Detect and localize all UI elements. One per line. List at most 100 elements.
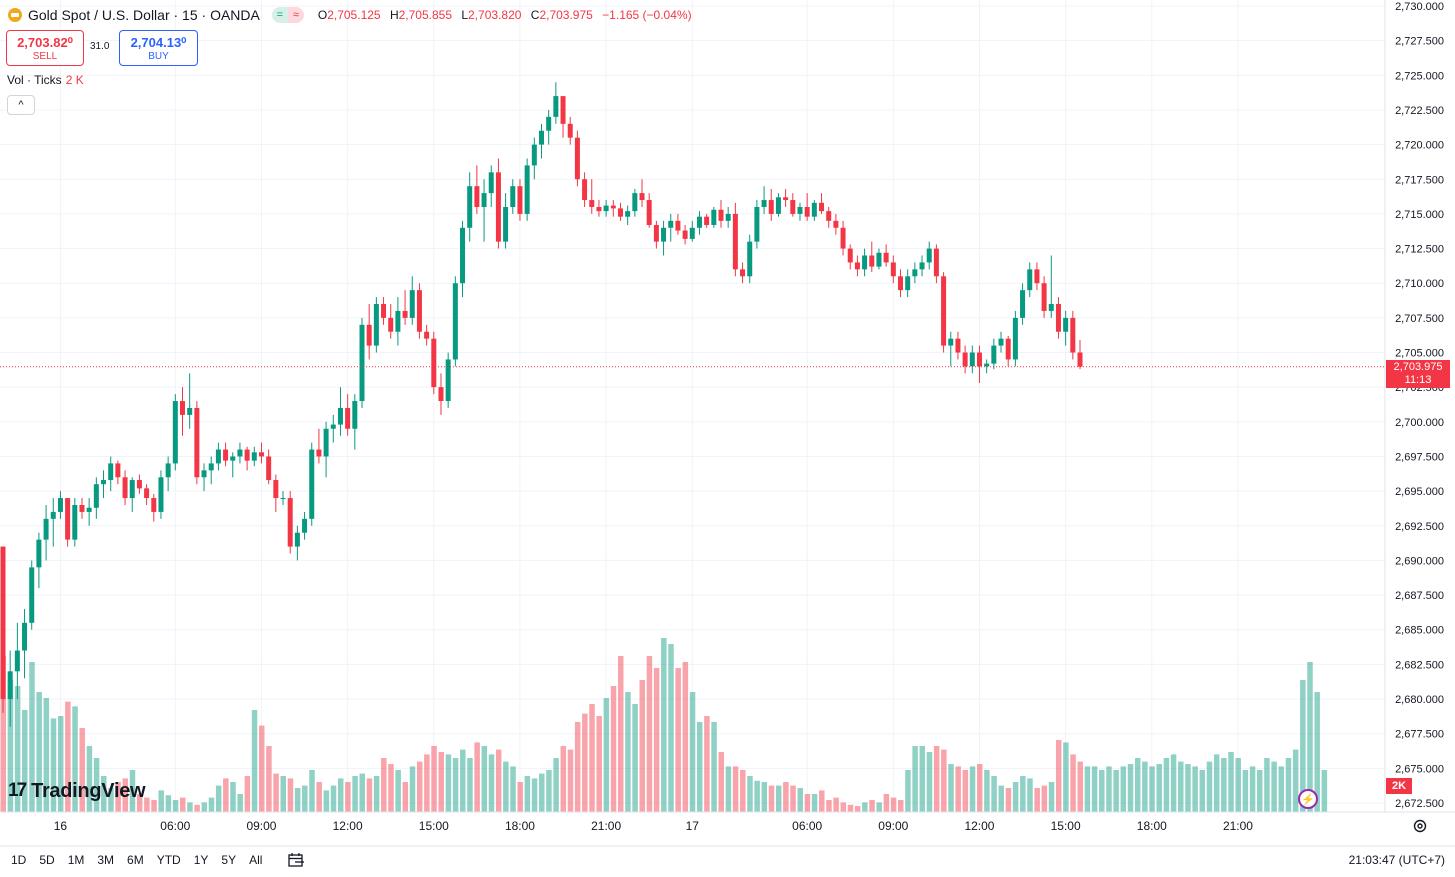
candle-body[interactable] [122, 477, 128, 499]
candle-body[interactable] [366, 324, 372, 346]
candle-body[interactable] [574, 137, 580, 180]
compare-icon[interactable]: = [271, 7, 288, 23]
candle-body[interactable] [725, 213, 731, 221]
candle-body[interactable] [775, 197, 781, 214]
clock-timezone[interactable]: 21:03:47 (UTC+7) [1348, 853, 1445, 867]
candle-body[interactable] [323, 428, 329, 457]
candle-body[interactable] [948, 338, 954, 346]
candle-body[interactable] [294, 532, 300, 547]
candle-body[interactable] [1041, 283, 1047, 311]
candle-body[interactable] [675, 220, 681, 231]
candle-body[interactable] [847, 248, 853, 263]
candle-body[interactable] [330, 424, 336, 429]
candle-body[interactable] [962, 352, 968, 367]
candle-body[interactable] [230, 456, 236, 461]
candle-body[interactable] [1077, 352, 1083, 367]
candle-body[interactable] [244, 449, 250, 461]
candle-body[interactable] [237, 449, 243, 457]
candle-body[interactable] [158, 477, 164, 512]
candle-body[interactable] [431, 338, 437, 388]
candle-body[interactable] [811, 202, 817, 217]
candle-body[interactable] [797, 206, 803, 214]
candle-body[interactable] [29, 567, 35, 623]
candle-body[interactable] [359, 324, 365, 402]
candle-body[interactable] [639, 193, 645, 201]
candle-body[interactable] [1063, 317, 1069, 332]
candle-body[interactable] [345, 407, 351, 429]
candle-body[interactable] [180, 401, 185, 415]
candle-body[interactable] [1055, 304, 1061, 332]
candle-body[interactable] [194, 407, 200, 478]
candle-body[interactable] [883, 252, 889, 263]
candle-body[interactable] [610, 205, 616, 209]
candle-body[interactable] [625, 211, 631, 217]
candle-body[interactable] [101, 480, 107, 485]
candle-body[interactable] [517, 186, 523, 214]
candle-body[interactable] [495, 172, 501, 242]
candle-body[interactable] [474, 186, 480, 207]
candle-body[interactable] [0, 546, 6, 700]
settings-gear-icon[interactable] [1412, 818, 1428, 834]
candle-body[interactable] [50, 511, 56, 519]
candle-body[interactable] [424, 331, 430, 339]
candle-body[interactable] [302, 518, 308, 533]
candle-body[interactable] [510, 186, 516, 207]
timeframe-1y[interactable]: 1Y [193, 853, 209, 867]
candle-body[interactable] [840, 227, 846, 249]
candle-body[interactable] [452, 283, 458, 360]
candle-body[interactable] [165, 463, 171, 478]
candle-body[interactable] [438, 387, 444, 402]
candle-body[interactable] [381, 304, 387, 318]
candle-body[interactable] [984, 363, 990, 367]
candle-body[interactable] [108, 463, 114, 481]
timeframe-all[interactable]: All [249, 853, 263, 867]
candle-body[interactable] [1027, 269, 1033, 291]
tradingview-logo[interactable]: 17 TradingView [8, 779, 146, 803]
candle-body[interactable] [309, 449, 315, 519]
candle-body[interactable] [467, 186, 473, 228]
candle-body[interactable] [689, 227, 695, 239]
candle-body[interactable] [14, 650, 20, 672]
candle-body[interactable] [582, 179, 588, 201]
candle-body[interactable] [488, 172, 494, 194]
calendar-range-icon[interactable] [287, 851, 305, 869]
candle-body[interactable] [740, 269, 746, 277]
timeframe-5d[interactable]: 5D [39, 853, 55, 867]
candle-body[interactable] [251, 452, 257, 461]
candle-body[interactable] [539, 130, 544, 145]
price-chart[interactable]: 2,672.500 2,675.000 2,677.500 2,680.000 2,68… [0, 0, 1455, 847]
candle-body[interactable] [187, 407, 193, 415]
candle-body[interactable] [560, 96, 566, 124]
candle-body[interactable] [136, 480, 142, 489]
timeframe-ytd[interactable]: YTD [156, 853, 181, 867]
candle-body[interactable] [991, 345, 997, 364]
candle-body[interactable] [1034, 269, 1040, 284]
candle-body[interactable] [854, 262, 860, 270]
candle-body[interactable] [337, 407, 343, 425]
candle-body[interactable] [416, 290, 422, 332]
candle-body[interactable] [589, 200, 595, 207]
candle-body[interactable] [280, 498, 286, 500]
lightning-icon[interactable]: ⚡ [1298, 789, 1318, 809]
candle-body[interactable] [661, 227, 667, 242]
candle-body[interactable] [373, 304, 379, 346]
candle-body[interactable] [898, 276, 903, 291]
candle-body[interactable] [754, 206, 760, 242]
candle-body[interactable] [732, 213, 738, 270]
candle-body[interactable] [941, 276, 947, 346]
candle-body[interactable] [57, 498, 63, 512]
volume-legend[interactable]: Vol · Ticks 2 K [7, 73, 84, 87]
candle-body[interactable] [905, 276, 911, 291]
candle-body[interactable] [65, 498, 71, 540]
candle-body[interactable] [596, 206, 602, 212]
candle-body[interactable] [711, 209, 717, 226]
timeframe-3m[interactable]: 3M [97, 853, 115, 867]
wave-icon[interactable]: ≈ [287, 7, 304, 23]
candle-body[interactable] [976, 352, 982, 367]
candle-body[interactable] [653, 225, 659, 242]
candle-body[interactable] [696, 216, 702, 228]
collapse-chevron-icon[interactable]: ^ [7, 95, 35, 115]
timeframe-5y[interactable]: 5Y [221, 853, 237, 867]
candle-body[interactable] [388, 317, 394, 332]
candle-body[interactable] [144, 488, 150, 499]
